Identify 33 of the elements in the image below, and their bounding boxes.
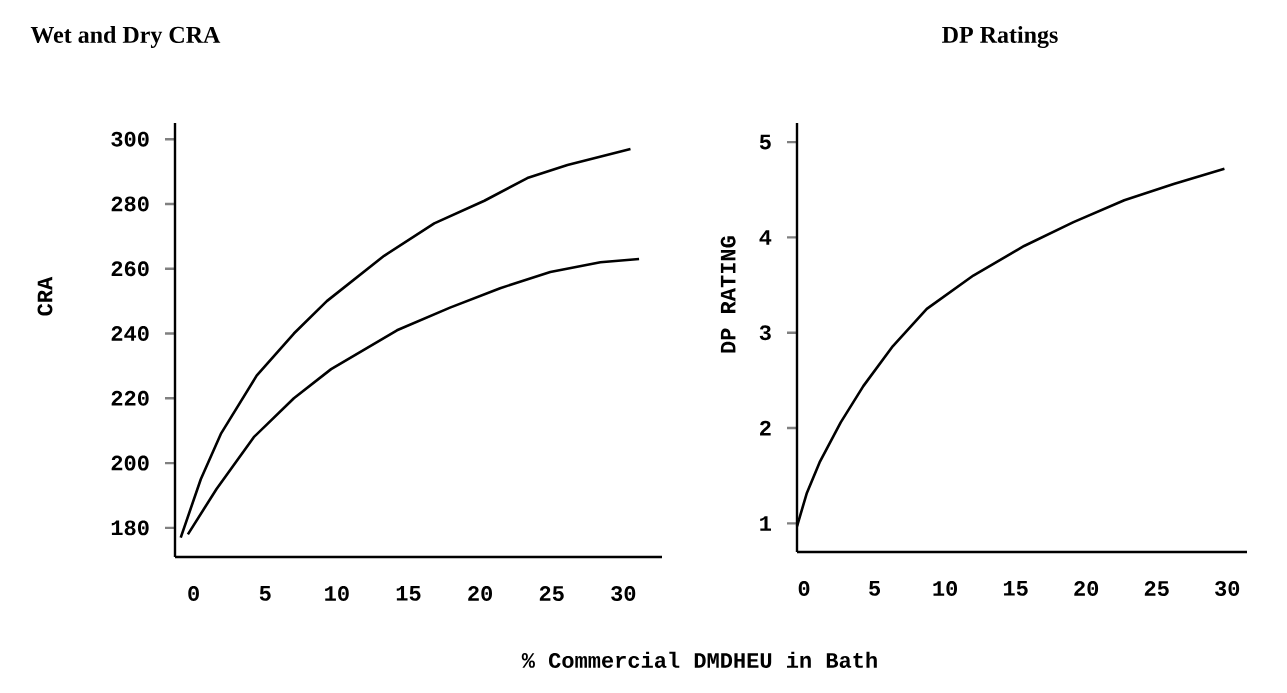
y-tick-label: 200	[111, 455, 149, 471]
x-tick-label: 30	[611, 586, 636, 602]
y-axis-title: DP RATING	[720, 236, 736, 353]
y-tick-label: 260	[111, 261, 149, 277]
x-axis-title: % Commercial DMDHEU in Bath	[521, 651, 877, 668]
x-tick-label: 20	[468, 586, 493, 602]
y-tick-label: 2	[760, 420, 771, 436]
x-tick-label: 15	[1003, 581, 1028, 596]
chart-title: Wet and Dry CRA	[30, 26, 221, 48]
y-tick-label: 180	[111, 520, 149, 536]
x-tick-label: 10	[933, 581, 958, 596]
y-tick-label: 4	[759, 230, 772, 245]
x-tick-label: 30	[1215, 581, 1240, 597]
x-tick-label: 0	[188, 586, 199, 602]
chart-title: DP Ratings	[942, 26, 1058, 48]
x-tick-label: 5	[259, 586, 271, 601]
line-series	[186, 257, 641, 536]
x-tick-label: 25	[1144, 581, 1169, 596]
y-tick-label: 220	[111, 390, 149, 406]
x-tick-label: 10	[325, 586, 349, 602]
y-tick-label: 3	[759, 325, 771, 341]
x-tick-label: 0	[798, 581, 810, 596]
y-tick-label: 1	[760, 516, 771, 531]
x-tick-label: 5	[869, 581, 881, 596]
y-tick-label: 240	[111, 326, 149, 341]
y-axis-title: CRA	[37, 276, 53, 316]
y-tick-label: 5	[759, 134, 771, 150]
x-tick-label: 15	[396, 586, 421, 601]
x-tick-label: 25	[539, 586, 564, 602]
line-series	[179, 147, 632, 539]
x-tick-label: 20	[1074, 581, 1099, 596]
y-tick-label: 300	[111, 131, 149, 147]
y-tick-label: 280	[111, 196, 149, 212]
